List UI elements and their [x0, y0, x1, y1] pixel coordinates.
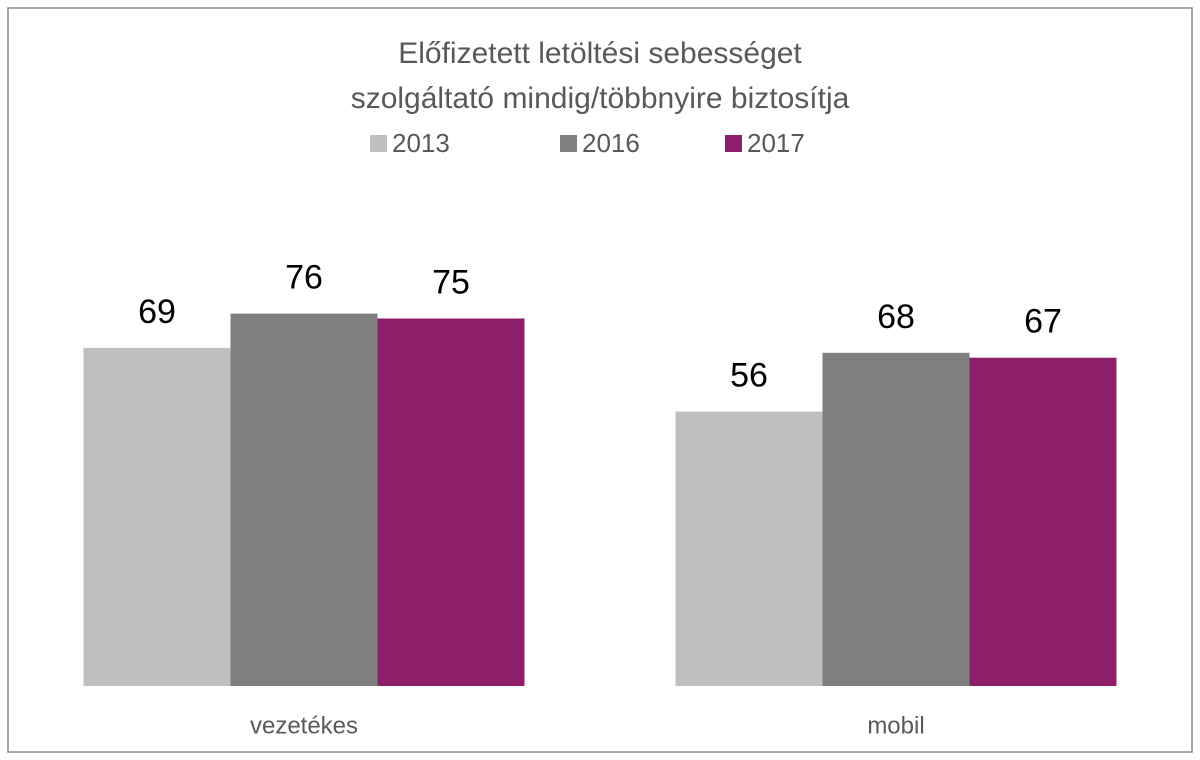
x-tick-label: vezetékes [250, 712, 358, 739]
legend-label: 2013 [392, 128, 450, 158]
x-tick-label: mobil [867, 712, 924, 739]
data-label: 69 [138, 293, 176, 331]
data-label: 75 [432, 263, 470, 301]
chart-title: Előfizetett letöltési sebességet [398, 37, 802, 70]
bar [822, 352, 970, 686]
bar [83, 347, 231, 686]
legend-swatch [725, 135, 742, 152]
data-label: 76 [285, 259, 323, 297]
data-label: 68 [877, 298, 915, 336]
bar [969, 357, 1117, 686]
data-label: 67 [1024, 303, 1062, 341]
data-label: 56 [730, 357, 768, 395]
legend-swatch [370, 135, 387, 152]
bar [377, 318, 525, 686]
chart-title: szolgáltató mindig/többnyire biztosítja [351, 82, 850, 115]
bar [675, 411, 823, 686]
legend-swatch [560, 135, 577, 152]
legend-label: 2016 [582, 128, 640, 158]
legend-label: 2017 [747, 128, 805, 158]
bar [230, 313, 378, 686]
